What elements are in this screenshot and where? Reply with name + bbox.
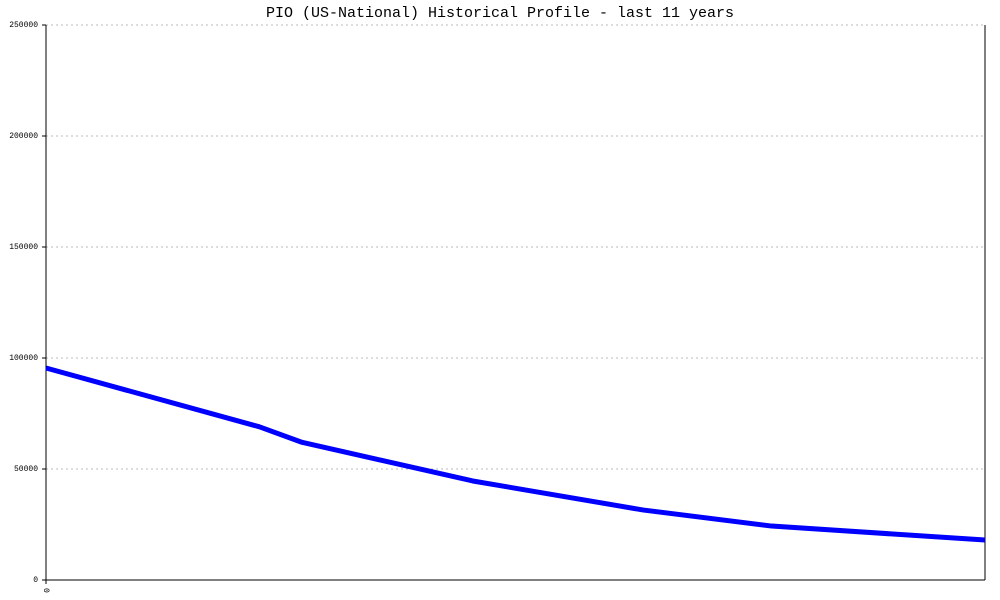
x-tick-label: 0	[41, 588, 50, 593]
y-tick-label: 150000	[9, 243, 38, 252]
y-tick-label: 100000	[9, 354, 38, 363]
y-tick-label: 200000	[9, 132, 38, 141]
y-tick-label: 0	[33, 576, 38, 585]
data-line	[45, 365, 986, 543]
y-tick-label: 250000	[9, 21, 38, 30]
y-tick-label: 50000	[14, 465, 38, 474]
chart-title: PIO (US-National) Historical Profile - l…	[266, 5, 734, 22]
